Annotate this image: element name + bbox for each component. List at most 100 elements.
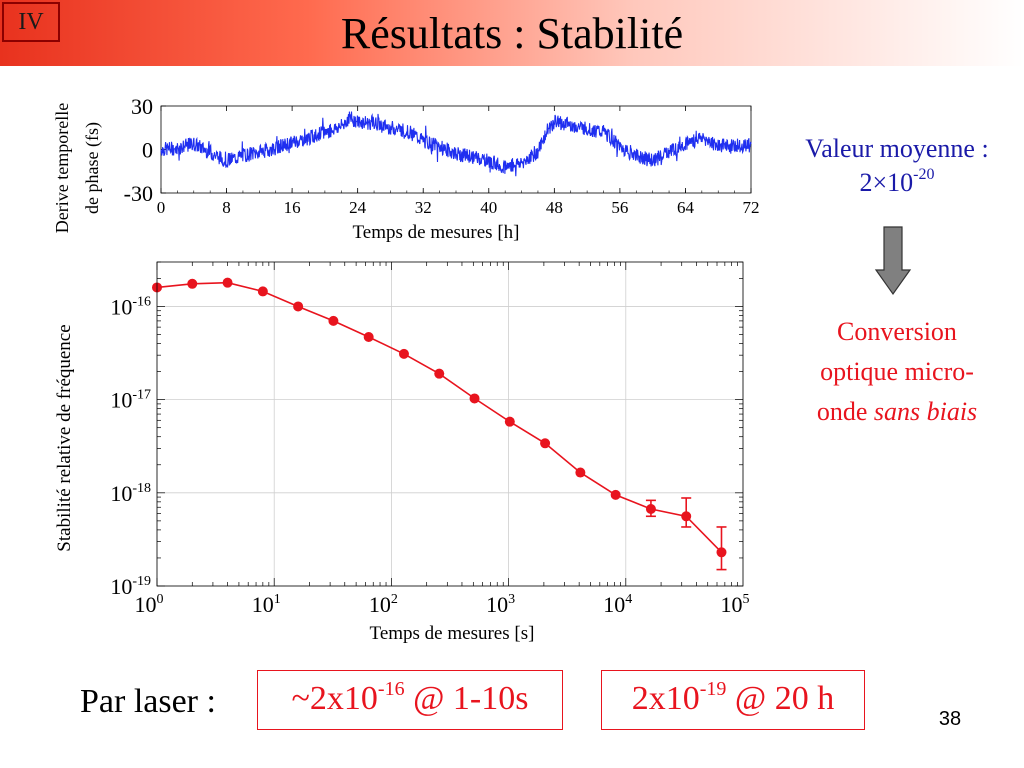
y-tick-label-base: 10 — [110, 481, 132, 506]
data-point — [716, 547, 727, 558]
page-number: 38 — [938, 708, 962, 730]
y-tick-label: 10-19 — [110, 574, 151, 599]
data-point — [504, 416, 515, 427]
x-tick-label: 8 — [222, 198, 231, 217]
y-tick-label-exponent: -19 — [132, 574, 151, 589]
slide-header: IV Résultats : Stabilité — [0, 0, 1024, 66]
x-tick-label: 48 — [546, 198, 563, 217]
x-tick-label-exponent: 4 — [625, 592, 632, 607]
y-tick-label-exponent: -18 — [132, 481, 151, 496]
x-tick-label-base: 10 — [603, 592, 625, 617]
mean-value-base: 2×10 — [859, 168, 914, 197]
y-tick-label-base: 10 — [110, 294, 132, 319]
conversion-panel: Conversion optique micro- onde sans biai… — [770, 312, 1024, 432]
mean-value: 2×10-20 — [770, 166, 1024, 204]
data-point — [610, 489, 621, 500]
x-tick-label-exponent: 3 — [508, 592, 515, 607]
y-axis-title-line-1: Derive temporelle — [52, 103, 72, 233]
x-tick-label-base: 10 — [135, 592, 157, 617]
data-point — [469, 393, 480, 404]
y-tick-label: 10-18 — [110, 481, 151, 506]
data-point — [681, 511, 692, 522]
phase-drift-plot-area — [160, 111, 752, 177]
x-tick-label: 104 — [603, 592, 632, 617]
result-2-suffix: @ 20 h — [726, 680, 835, 717]
stability-axes: 100 101 102 103 104 10510-1610-1710-1810-19Te… — [54, 261, 750, 644]
result-1-suffix: @ 1-10s — [404, 680, 529, 717]
x-tick-label-base: 10 — [721, 592, 743, 617]
short-term-result-box: ~2x10-16 @ 1-10s — [257, 670, 563, 730]
down-arrow-icon — [874, 226, 912, 296]
x-tick-label-exponent: 5 — [743, 592, 750, 607]
result-1-prefix: ~2x10 — [291, 680, 378, 717]
mean-value-exponent: -20 — [913, 166, 935, 183]
conversion-line-2: optique micro- — [820, 357, 974, 386]
mean-value-panel: Valeur moyenne : 2×10-20 — [770, 132, 1024, 204]
x-tick-label: 40 — [480, 198, 497, 217]
y-tick-label-base: 10 — [110, 574, 132, 599]
conversion-line-3-italic: sans biais — [873, 397, 978, 426]
x-axis-title: Temps de mesures [s] — [370, 623, 535, 644]
x-tick-label-exponent: 2 — [391, 592, 398, 607]
y-tick-label: 10-16 — [110, 294, 151, 319]
data-point — [222, 277, 233, 288]
x-axis-title: Temps de mesures [h] — [353, 222, 520, 243]
mean-value-label: Valeur moyenne : — [805, 134, 989, 163]
y-tick-label: 30 — [131, 94, 153, 119]
conversion-line-3: onde sans biais — [770, 392, 1024, 432]
y-tick-label-base: 10 — [110, 388, 132, 413]
x-tick-label-base: 10 — [369, 592, 391, 617]
y-axis-title: Derive temporelle de phase (fs) — [52, 103, 103, 233]
x-tick-label: 100 — [135, 592, 164, 617]
data-point — [575, 467, 586, 478]
y-axis-title: Stabilité relative de fréquence — [54, 324, 75, 551]
x-tick-label: 0 — [157, 198, 166, 217]
x-tick-label: 24 — [349, 198, 367, 217]
x-tick-label-base: 10 — [252, 592, 274, 617]
x-tick-label-base: 10 — [486, 592, 508, 617]
data-point — [257, 286, 268, 297]
y-tick-label: -30 — [124, 181, 153, 206]
x-tick-label-exponent: 1 — [274, 592, 281, 607]
y-tick-label-exponent: -17 — [132, 388, 151, 403]
x-tick-label: 56 — [611, 198, 628, 217]
x-tick-label: 72 — [743, 198, 760, 217]
data-point — [328, 315, 339, 326]
x-tick-label-exponent: 0 — [157, 592, 164, 607]
result-2-prefix: 2x10 — [631, 680, 700, 717]
long-term-result-box: 2x10-19 @ 20 h — [601, 670, 865, 730]
y-tick-label: 0 — [142, 138, 153, 163]
phase-drift-series-line — [160, 111, 752, 177]
y-axis-title-line-2: de phase (fs) — [82, 122, 103, 214]
x-tick-label: 105 — [721, 592, 750, 617]
x-tick-label: 102 — [369, 592, 398, 617]
x-tick-label: 103 — [486, 592, 515, 617]
par-laser-label: Par laser : — [80, 683, 216, 720]
data-point — [187, 278, 198, 289]
stability-series-line — [156, 281, 723, 553]
result-1-exponent: -16 — [377, 678, 405, 700]
data-point — [540, 438, 551, 449]
x-tick-label: 32 — [415, 198, 432, 217]
page-title: Résultats : Stabilité — [340, 9, 684, 58]
y-tick-label: 10-17 — [110, 388, 151, 413]
data-point — [645, 504, 656, 515]
data-point — [434, 368, 445, 379]
conversion-line-1: Conversion — [837, 317, 957, 346]
x-tick-label: 101 — [252, 592, 281, 617]
stability-frame — [156, 261, 744, 587]
x-tick-label: 16 — [284, 198, 301, 217]
data-point — [293, 301, 304, 312]
data-point — [363, 332, 374, 343]
stability-plot-area — [152, 277, 727, 571]
y-tick-label-exponent: -16 — [132, 294, 151, 309]
x-tick-label: 64 — [677, 198, 695, 217]
conversion-line-3-plain: onde — [816, 397, 874, 426]
data-point — [398, 348, 409, 359]
stability-grid — [156, 262, 744, 587]
result-2-exponent: -19 — [699, 678, 727, 700]
section-badge: IV — [2, 2, 60, 42]
